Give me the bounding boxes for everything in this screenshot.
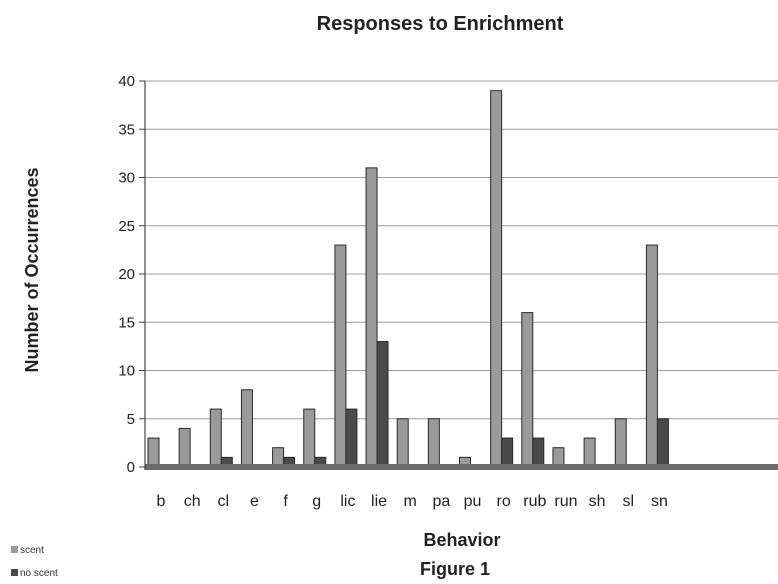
- x-category-label: sh: [589, 493, 606, 510]
- y-tick-label: 10: [118, 363, 135, 380]
- bar-scent: [303, 408, 316, 468]
- x-category-label: rub: [523, 493, 546, 510]
- x-category-label: run: [554, 493, 577, 510]
- bar-no-scent: [345, 408, 358, 468]
- x-category-label: lic: [340, 493, 355, 510]
- legend: scent no scent: [11, 545, 58, 579]
- x-axis-title: Behavior: [423, 530, 500, 550]
- x-category-labels: b ch cl e f g lic lie m pa pu ro rub run sh sl sn: [157, 493, 668, 510]
- bar-scent: [147, 437, 160, 468]
- plot-area: [144, 80, 778, 470]
- y-tick-labels: 0 5 10 15 20 25 30 35 40: [118, 73, 145, 476]
- x-category-label: b: [157, 493, 166, 510]
- x-category-label: ch: [184, 493, 201, 510]
- bar-scent: [583, 437, 596, 468]
- bar-no-scent: [501, 437, 514, 468]
- legend-label-scent: scent: [20, 545, 44, 556]
- bar-scent: [178, 427, 191, 468]
- bar-no-scent: [656, 418, 669, 468]
- x-category-label: pa: [432, 493, 450, 510]
- y-tick-label: 35: [118, 121, 135, 138]
- x-category-label: ro: [497, 493, 511, 510]
- y-tick-label: 15: [118, 314, 135, 331]
- plot-background: [145, 81, 778, 469]
- legend-swatch-scent: [11, 546, 18, 553]
- x-category-label: f: [283, 493, 288, 510]
- x-category-label: lie: [371, 493, 387, 510]
- bar-scent: [490, 90, 503, 468]
- bar-scent: [521, 312, 534, 468]
- bar-no-scent: [376, 341, 389, 468]
- x-category-label: cl: [218, 493, 230, 510]
- bar-no-scent: [532, 437, 545, 468]
- x-category-label: m: [404, 493, 417, 510]
- bar-scent: [645, 244, 658, 468]
- y-tick-label: 40: [118, 73, 135, 90]
- figure-caption: Figure 1: [420, 559, 490, 579]
- chart-title: Responses to Enrichment: [317, 13, 564, 35]
- x-axis-base: [145, 464, 778, 470]
- x-category-label: sl: [622, 493, 634, 510]
- y-tick-label: 30: [118, 170, 135, 187]
- bar-scent: [240, 389, 253, 468]
- bar-scent: [614, 418, 627, 468]
- y-tick-label: 25: [118, 218, 135, 235]
- bar-scent: [427, 418, 440, 468]
- bar-scent: [396, 418, 409, 468]
- y-axis-title: Number of Occurrences: [22, 167, 42, 372]
- legend-label-no-scent: no scent: [20, 568, 58, 579]
- y-tick-label: 20: [118, 266, 135, 283]
- x-category-label: pu: [464, 493, 482, 510]
- gridlines: [145, 80, 778, 420]
- bar-scent: [209, 408, 222, 468]
- x-category-label: e: [250, 493, 259, 510]
- bar-scent: [365, 167, 378, 468]
- legend-swatch-no-scent: [11, 569, 18, 576]
- y-tick-label: 5: [127, 411, 135, 428]
- x-category-label: sn: [651, 493, 668, 510]
- y-tick-label: 0: [127, 459, 135, 476]
- bar-scent: [334, 244, 347, 468]
- x-category-label: g: [312, 493, 321, 510]
